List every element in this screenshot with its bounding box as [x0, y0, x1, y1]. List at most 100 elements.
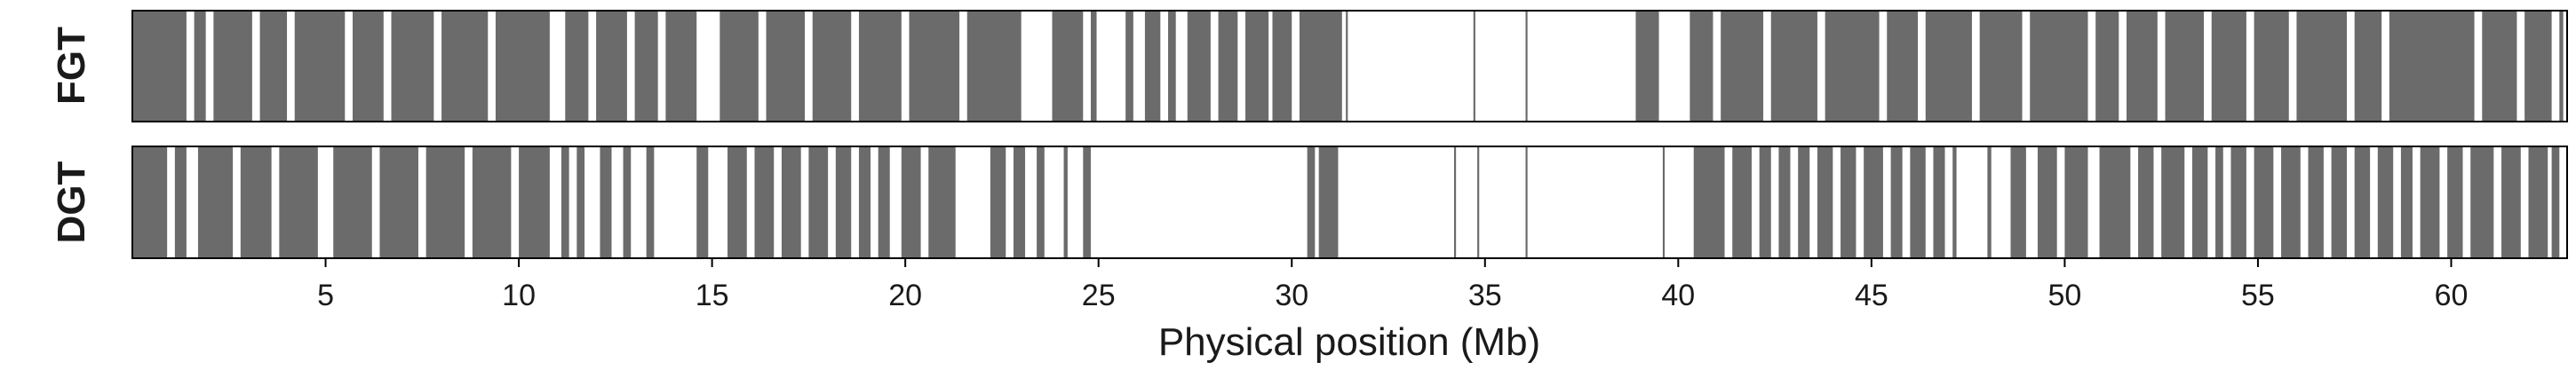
dgt-segment-64	[2400, 146, 2413, 258]
dgt-segment-4	[279, 146, 318, 258]
fgt-segment-16	[858, 11, 902, 122]
dgt-segment-55	[2191, 146, 2208, 258]
dgt-track-panel: DGT	[50, 146, 2568, 259]
fgt-segment-34	[1721, 11, 1764, 122]
fgt-segment-39	[1979, 11, 2023, 122]
dgt-segment-35	[1662, 146, 1666, 258]
dgt-segment-60	[2308, 146, 2324, 258]
dgt-segment-2	[197, 146, 234, 258]
dgt-segment-10	[561, 146, 569, 258]
fgt-segment-33	[1690, 11, 1713, 122]
x-tick-label-5: 5	[317, 279, 334, 312]
dgt-segment-6	[379, 146, 418, 258]
dgt-segment-17	[754, 146, 775, 258]
dgt-segment-9	[519, 146, 550, 258]
x-tick-label-30: 30	[1275, 279, 1308, 312]
fgt-segment-44	[2211, 11, 2246, 122]
x-tick-label-10: 10	[502, 279, 536, 312]
dgt-segment-3	[240, 146, 272, 258]
dgt-segment-18	[781, 146, 801, 258]
dgt-segment-57	[2230, 146, 2246, 258]
fgt-segment-18	[966, 11, 1022, 122]
fgt-segment-28	[1299, 11, 1342, 122]
fgt-segment-6	[391, 11, 434, 122]
dgt-segment-28	[1063, 146, 1068, 258]
x-tick-label-45: 45	[1855, 279, 1888, 312]
dgt-segment-52	[2099, 146, 2131, 258]
fgt-segment-51	[2559, 11, 2564, 122]
dgt-segment-1	[174, 146, 187, 258]
dgt-segment-49	[2010, 146, 2026, 258]
dgt-segment-36	[1693, 146, 1725, 258]
fgt-segment-12	[665, 11, 697, 122]
x-tick-label-25: 25	[1082, 279, 1116, 312]
dgt-segment-12	[600, 146, 612, 258]
fgt-segment-3	[259, 11, 288, 122]
fgt-segment-38	[1925, 11, 1972, 122]
fgt-segment-26	[1245, 11, 1269, 122]
fgt-segment-19	[1052, 11, 1084, 122]
dgt-segment-16	[727, 146, 747, 258]
dgt-segment-32	[1453, 146, 1457, 258]
dgt-segment-48	[1987, 146, 1992, 258]
fgt-track-panel: FGT	[50, 10, 2568, 122]
dgt-segment-51	[2064, 146, 2088, 258]
x-tick-label-40: 40	[1661, 279, 1695, 312]
dgt-segment-23	[901, 146, 921, 258]
fgt-segment-37	[1887, 11, 1919, 122]
x-tick-label-60: 60	[2435, 279, 2469, 312]
dgt-segment-40	[1798, 146, 1810, 258]
fgt-segment-49	[2482, 11, 2517, 122]
dgt-segment-58	[2254, 146, 2274, 258]
dgt-segment-38	[1759, 146, 1771, 258]
dgt-segment-14	[646, 146, 655, 258]
fgt-segment-47	[2354, 11, 2382, 122]
dgt-segment-50	[2037, 146, 2057, 258]
fgt-segment-42	[2127, 11, 2158, 122]
fgt-segment-41	[2095, 11, 2119, 122]
dgt-segment-30	[1307, 146, 1316, 258]
dgt-segment-59	[2281, 146, 2301, 258]
fgt-segment-5	[353, 11, 384, 122]
dgt-segment-7	[425, 146, 465, 258]
fgt-segment-25	[1218, 11, 1238, 122]
dgt-segment-53	[2138, 146, 2154, 258]
fgt-segment-50	[2524, 11, 2552, 122]
fgt-segments	[132, 11, 2564, 122]
x-axis-ticks: 5 10 15 20 25 30 35 40 45 50 55 60	[317, 258, 2468, 312]
dgt-segment-13	[623, 146, 632, 258]
row-label-dgt: DGT	[50, 161, 93, 243]
dgt-segment-25	[990, 146, 1006, 258]
fgt-segment-1	[194, 11, 206, 122]
x-tick-label-50: 50	[2047, 279, 2081, 312]
fgt-segment-27	[1272, 11, 1292, 122]
dgt-segment-69	[2528, 146, 2548, 258]
fgt-segment-45	[2254, 11, 2289, 122]
dgt-segment-61	[2331, 146, 2347, 258]
dgt-segment-27	[1037, 146, 1045, 258]
x-tick-label-20: 20	[888, 279, 922, 312]
fgt-segment-23	[1168, 11, 1176, 122]
fgt-segment-43	[2165, 11, 2205, 122]
fgt-segment-31	[1525, 11, 1528, 122]
fgt-panel-frame	[131, 10, 2568, 122]
fgt-segment-21	[1125, 11, 1133, 122]
dgt-segment-68	[2501, 146, 2521, 258]
fgt-segment-20	[1091, 11, 1097, 122]
fgt-segment-29	[1346, 11, 1348, 122]
fgt-segment-22	[1144, 11, 1161, 122]
dgt-segment-70	[2551, 146, 2560, 258]
dgt-segment-45	[1910, 146, 1926, 258]
fgt-segment-24	[1187, 11, 1211, 122]
fgt-segment-14	[766, 11, 806, 122]
dgt-segment-34	[1525, 146, 1528, 258]
dgt-panel-frame	[131, 146, 2568, 259]
dgt-segment-66	[2447, 146, 2463, 258]
row-label-fgt: FGT	[50, 27, 93, 105]
dgt-segment-67	[2470, 146, 2494, 258]
x-axis: 5 10 15 20 25 30 35 40 45 50 55 60 Physical positio…	[317, 258, 2468, 364]
dgt-segment-54	[2161, 146, 2185, 258]
dgt-segment-20	[835, 146, 852, 258]
fgt-segment-9	[565, 11, 589, 122]
